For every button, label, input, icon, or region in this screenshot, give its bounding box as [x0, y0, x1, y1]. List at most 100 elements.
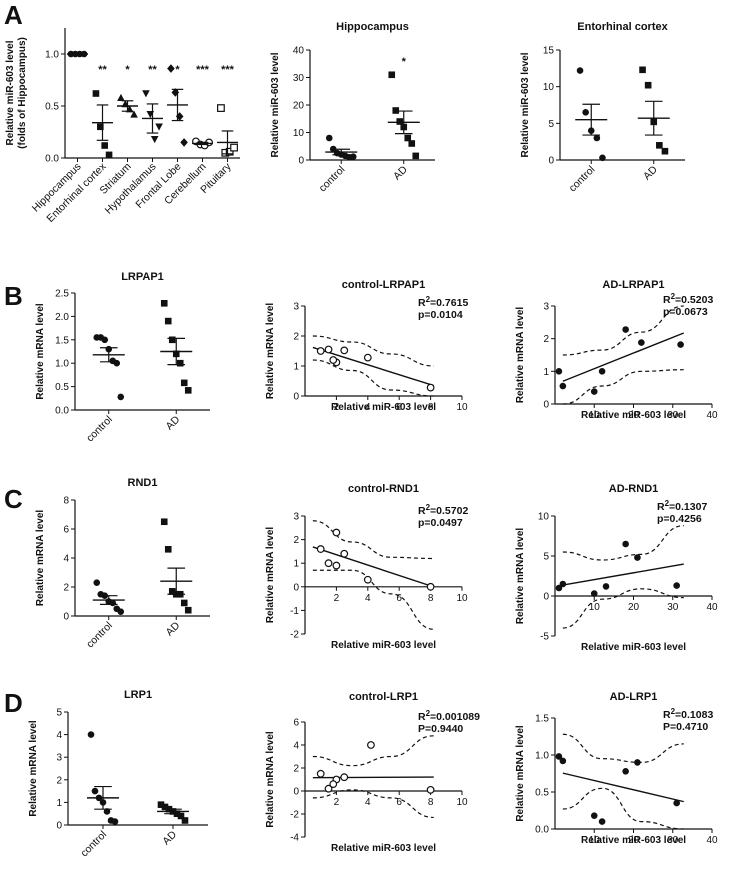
data-point: [634, 759, 641, 766]
data-point: [396, 118, 404, 125]
r2-stat: R2=0.1083: [663, 707, 713, 721]
chart-d2: control-LRP1 -4 -2 0 2 4 6 Relative mRNA level 2…: [265, 691, 480, 854]
y-tick-label: 15: [543, 46, 555, 57]
data-point: [673, 799, 680, 807]
r2-stat: R2=0.001089: [418, 709, 480, 723]
chart-b3: AD-LRPAP1 0 1 2 3 Relative mRNA level 10 20 30 40…: [515, 279, 718, 421]
data-point: [93, 579, 101, 586]
data-point: [639, 66, 646, 74]
y-tick-label: 0: [293, 392, 299, 403]
regression-line: [562, 563, 684, 586]
data-point: [316, 347, 325, 355]
ci-lower-curve: [562, 369, 684, 405]
y-tick-label: 0: [548, 156, 554, 167]
data-point: [117, 93, 125, 101]
r2-value: =0.1083: [675, 709, 713, 721]
x-tick-label: 10: [589, 835, 601, 846]
x-tick-label: 20: [628, 602, 640, 613]
data-point: [161, 803, 169, 811]
data-point: [225, 147, 234, 156]
y-tick-label: 4: [293, 741, 299, 752]
data-point: [638, 339, 645, 346]
y-tick-label: 4: [63, 554, 69, 565]
data-point: [177, 812, 185, 820]
y-tick-label: 2: [293, 535, 299, 546]
y-tick-label: -1: [290, 606, 299, 617]
chart-a1: 0.0 0.5 1.0 Relative miR-603 level (folds of…: [5, 28, 240, 225]
y-tick-label: 1: [293, 559, 299, 570]
r2-value: =0.5203: [675, 294, 713, 306]
significance-label: **: [148, 64, 157, 76]
x-tick-label: 10: [456, 402, 468, 413]
chart-title: control-RND1: [348, 483, 419, 495]
data-point: [176, 359, 184, 367]
data-point: [388, 71, 396, 79]
y-tick-label: 2: [63, 583, 69, 594]
r2-stat: R2=0.1307: [657, 499, 707, 513]
data-point: [576, 67, 584, 74]
p-value: p=0.0497: [418, 517, 463, 529]
significance-label: ***: [221, 64, 235, 76]
chart-c3: AD-RND1 -5 0 5 10 Relative mRNA level 10 20 30 40…: [515, 483, 718, 653]
chart-title: RND1: [128, 477, 158, 489]
data-point: [103, 808, 111, 815]
data-point: [130, 110, 138, 118]
x-tick-label: 6: [396, 797, 402, 808]
ci-lower-curve: [312, 359, 434, 397]
y-tick-label: 3: [293, 302, 299, 313]
data-point: [316, 769, 325, 778]
chart-title: control-LRP1: [349, 691, 418, 703]
y-tick-label: -5: [540, 632, 549, 643]
y-tick-label: 10: [543, 82, 555, 93]
data-point: [157, 801, 165, 808]
y-tick-label: 0: [293, 582, 299, 593]
y-tick-label: 6: [293, 718, 299, 729]
r2-stat: R2=0.7615: [418, 295, 468, 309]
significance-label: ***: [196, 64, 210, 76]
data-point: [168, 588, 176, 595]
data-point: [184, 387, 192, 394]
data-point: [593, 134, 601, 142]
data-point: [332, 528, 341, 537]
data-point: [180, 138, 188, 147]
data-point: [324, 784, 333, 793]
y-tick-label: 0.5: [535, 788, 549, 799]
regression-line: [562, 772, 684, 803]
chart-title: AD-RND1: [609, 483, 659, 495]
x-tick-label: 30: [667, 835, 679, 846]
y-tick-label: 10: [538, 512, 550, 523]
y-tick-label: 0: [293, 787, 299, 798]
y-tick-label: 1.0: [45, 50, 59, 61]
y-tick-label: 5: [543, 552, 549, 563]
chart-title: control-LRPAP1: [342, 279, 426, 291]
regression-line: [312, 546, 434, 588]
ci-lower-curve: [562, 787, 684, 830]
x-tick-label: 40: [706, 602, 718, 613]
y-axis-label: Relative mRNA level: [265, 731, 276, 828]
category-label: AD: [160, 828, 179, 847]
y-tick-label: 0.0: [535, 825, 549, 836]
x-tick-label: 8: [428, 593, 434, 604]
data-point: [316, 545, 325, 553]
chart-b1: LRPAP1 0.0 0.5 1.0 1.5 2.0 2.5 Relative mRNA le…: [35, 271, 210, 444]
y-tick-label: 3: [56, 753, 62, 764]
x-tick-label: 10: [456, 797, 468, 808]
y-axis-label: Relative miR-603 level: [270, 52, 281, 157]
y-tick-label: 0.5: [45, 102, 59, 113]
chart-c1: RND1 0 2 4 6 8 Relative mRNA level control AD: [35, 477, 210, 650]
data-point: [97, 123, 104, 131]
significance-label: *: [125, 64, 130, 76]
x-tick-label: 20: [628, 410, 640, 421]
data-point: [155, 123, 163, 131]
data-point: [408, 140, 416, 147]
r2-value: =0.7615: [430, 297, 468, 309]
chart-a3: Entorhinal cortex 0 5 10 15 Relative miR-603 …: [520, 21, 685, 194]
data-point: [590, 590, 598, 597]
y-axis-label: Relative mRNA level: [35, 303, 46, 400]
data-point: [117, 393, 125, 401]
y-tick-label: 0.0: [55, 406, 69, 417]
x-tick-label: 20: [628, 835, 640, 846]
y-tick-label: 1.5: [55, 335, 69, 346]
ci-upper-curve: [562, 733, 684, 764]
x-tick-label: 4: [365, 797, 371, 808]
